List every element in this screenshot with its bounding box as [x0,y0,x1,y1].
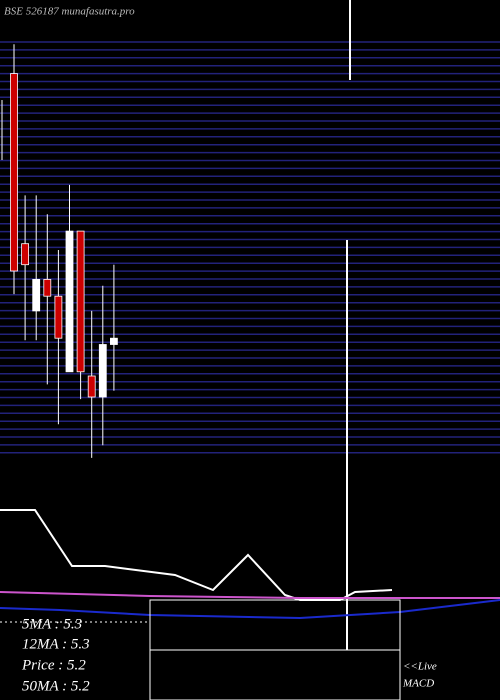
candle-body [65,230,74,373]
indicator: 12MA : 5.3 [22,636,90,652]
indicator: 5MA : 5.3 [22,616,82,632]
candle-body [98,344,107,398]
candle-body [110,337,118,345]
candle-body [76,230,85,373]
grid [0,41,500,454]
candle-body [54,295,63,339]
macd-label: MACD [402,678,434,690]
candle-body [10,73,18,272]
ma-line [0,599,500,620]
candle-body [43,278,52,297]
candle-body [87,375,96,398]
indicator: 50MA : 5.2 [22,678,90,694]
chart-title: BSE 526187 munafasutra.pro [4,6,135,18]
candle-body [32,278,41,312]
candle-body [21,243,30,266]
live-label: <<Live [403,661,437,673]
indicator: Price : 5.2 [21,657,86,673]
ma-line [0,591,500,599]
